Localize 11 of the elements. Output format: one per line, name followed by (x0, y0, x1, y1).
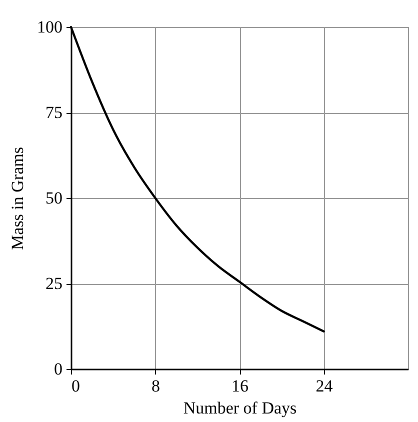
x-axis-title: Number of Days (183, 398, 297, 418)
x-tick-label: 0 (72, 376, 80, 396)
x-tick-label: 8 (152, 376, 160, 396)
y-tick-label: 100 (37, 18, 62, 36)
y-tick-label: 75 (46, 103, 62, 122)
y-axis-title: Mass in Grams (8, 147, 27, 250)
y-tick-label: 0 (54, 360, 62, 378)
x-tick-label: 24 (316, 376, 334, 396)
y-tick-label: 25 (46, 274, 62, 293)
y-tick-label: 50 (46, 188, 62, 208)
x-tick-label: 16 (232, 376, 248, 396)
